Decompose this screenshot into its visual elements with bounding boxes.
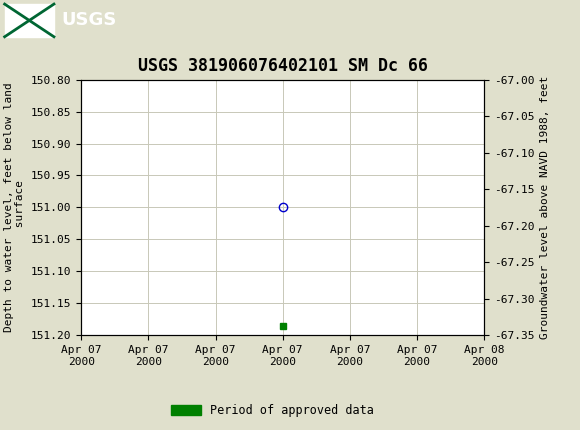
Y-axis label: Depth to water level, feet below land
 surface: Depth to water level, feet below land su… — [4, 83, 26, 332]
Bar — [5, 4, 54, 37]
Legend: Period of approved data: Period of approved data — [166, 399, 379, 422]
Y-axis label: Groundwater level above NAVD 1988, feet: Groundwater level above NAVD 1988, feet — [540, 76, 550, 339]
Title: USGS 381906076402101 SM Dc 66: USGS 381906076402101 SM Dc 66 — [138, 57, 428, 75]
Text: USGS: USGS — [61, 12, 116, 29]
